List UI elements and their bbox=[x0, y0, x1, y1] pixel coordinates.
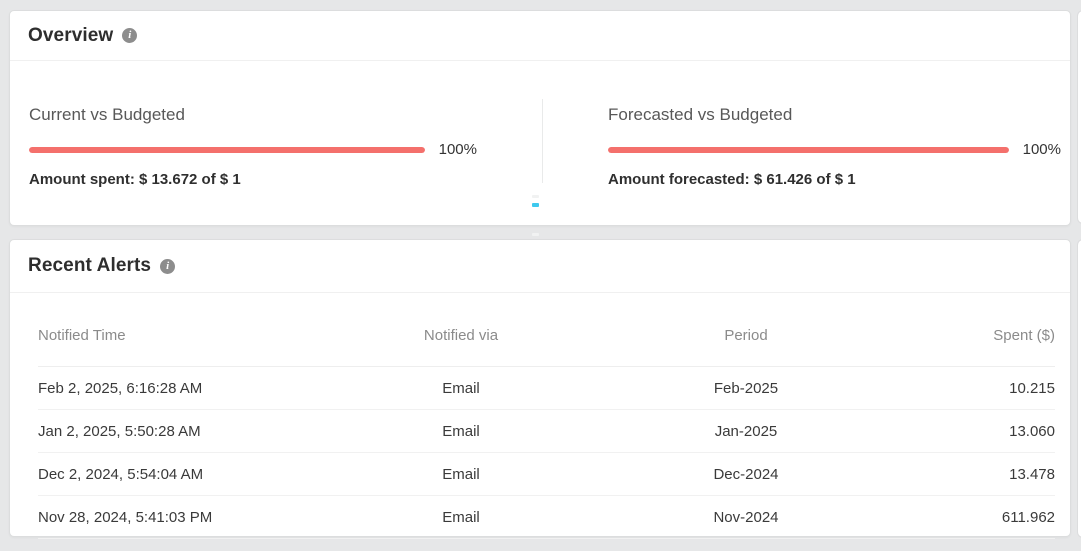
table-cell: Dec 2, 2024, 5:54:04 AM bbox=[38, 452, 328, 496]
current-vs-budgeted-label: Current vs Budgeted bbox=[29, 105, 185, 124]
table-cell: Jan-2025 bbox=[594, 409, 898, 453]
current-progress-bar bbox=[29, 146, 425, 153]
table-row: Jan 2, 2025, 5:50:28 AM Email Jan-2025 13.0… bbox=[38, 409, 1055, 453]
recent-alerts-title: Recent Alerts bbox=[28, 255, 152, 276]
info-icon[interactable]: i bbox=[160, 258, 176, 274]
column-header: Notified via bbox=[328, 293, 594, 367]
amount-forecasted-text: Amount forecasted: $ 61.426 of $ 1 bbox=[608, 171, 856, 188]
table-cell: Email bbox=[328, 409, 594, 453]
vertical-divider bbox=[542, 99, 543, 183]
table-row: Feb 2, 2025, 6:16:28 AM Email Feb-2025 10.2… bbox=[38, 366, 1055, 410]
table-cell: 13.478 bbox=[898, 452, 1055, 496]
forecasted-progress-row: 100% bbox=[608, 141, 1061, 158]
overview-card-header: Overview i bbox=[10, 11, 1070, 61]
table-cell: Email bbox=[328, 452, 594, 496]
table-cell: 611.962 bbox=[898, 495, 1055, 539]
table-cell: 10.215 bbox=[898, 366, 1055, 410]
forecasted-vs-budgeted-label: Forecasted vs Budgeted bbox=[608, 105, 793, 124]
cyan-marker bbox=[532, 203, 539, 207]
forecasted-progress-bar bbox=[608, 146, 1009, 153]
table-cell: 13.060 bbox=[898, 409, 1055, 453]
current-percent-label: 100% bbox=[438, 141, 477, 158]
column-header: Spent ($) bbox=[898, 293, 1055, 367]
recent-alerts-table: Notified Time Notified via Period Spent ($)… bbox=[38, 293, 1055, 539]
amount-spent-text: Amount spent: $ 13.672 of $ 1 bbox=[29, 171, 241, 188]
current-progress-row: 100% bbox=[29, 141, 477, 158]
recent-alerts-card: Recent Alerts i Notified Time Notified vi… bbox=[9, 239, 1071, 539]
current-vs-budgeted-section: Current vs Budgeted 100% Amount spent: $… bbox=[29, 105, 477, 188]
table-cell: Nov-2024 bbox=[594, 495, 898, 539]
clipped-card-edge bbox=[1077, 10, 1081, 224]
overview-body: Current vs Budgeted 100% Amount spent: $… bbox=[10, 61, 1070, 236]
tick-mark bbox=[532, 195, 539, 198]
table-cell: Email bbox=[328, 366, 594, 410]
forecasted-percent-label: 100% bbox=[1022, 141, 1061, 158]
info-icon[interactable]: i bbox=[122, 28, 138, 43]
table-header-row: Notified Time Notified via Period Spent ($) bbox=[38, 293, 1055, 367]
table-cell: Feb 2, 2025, 6:16:28 AM bbox=[38, 366, 328, 410]
overview-card: Overview i Current vs Budgeted 100% Amou… bbox=[9, 10, 1071, 236]
table-cell: Feb-2025 bbox=[594, 366, 898, 410]
column-header: Period bbox=[594, 293, 898, 367]
table-cell: Dec-2024 bbox=[594, 452, 898, 496]
forecasted-vs-budgeted-section: Forecasted vs Budgeted 100% Amount forec… bbox=[608, 105, 1061, 188]
tick-mark bbox=[532, 233, 539, 236]
table-cell: Email bbox=[328, 495, 594, 539]
recent-alerts-card-header: Recent Alerts i bbox=[10, 240, 1070, 293]
table-row: Nov 28, 2024, 5:41:03 PM Email Nov-2024 611… bbox=[38, 495, 1055, 539]
alerts-table-body: Feb 2, 2025, 6:16:28 AM Email Feb-2025 10.2… bbox=[38, 366, 1055, 539]
table-cell: Jan 2, 2025, 5:50:28 AM bbox=[38, 409, 328, 453]
table-cell: Nov 28, 2024, 5:41:03 PM bbox=[38, 495, 328, 539]
column-header: Notified Time bbox=[38, 293, 328, 367]
forecasted-progress-fill bbox=[608, 146, 1009, 153]
table-row: Dec 2, 2024, 5:54:04 AM Email Dec-2024 13.4… bbox=[38, 452, 1055, 496]
overview-title: Overview bbox=[28, 24, 114, 46]
clipped-card-edge bbox=[1077, 239, 1081, 538]
current-progress-fill bbox=[29, 146, 425, 153]
